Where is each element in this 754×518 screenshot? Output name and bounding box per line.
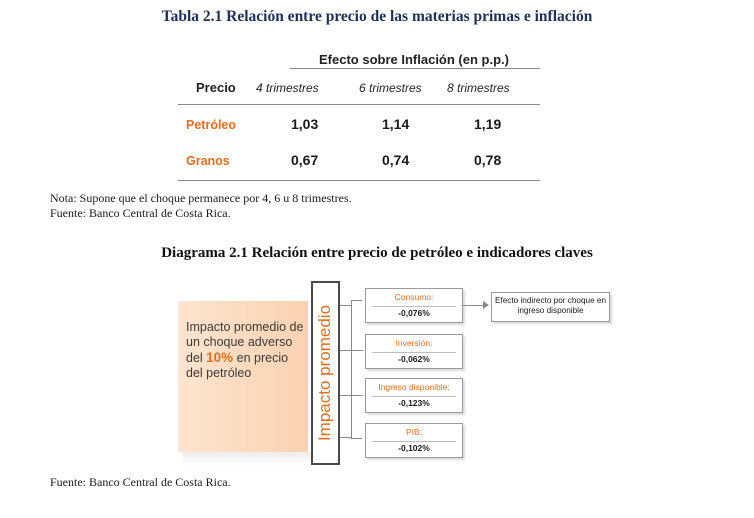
indicator-box-ingreso: Ingreso disponible: -0,123% [365, 378, 463, 413]
inflation-table: Efecto sobre Inflación (en p.p.) Precio … [178, 44, 542, 184]
connector-line [351, 395, 363, 396]
effect-arrow-line [463, 305, 483, 306]
table-group-header: Efecto sobre Inflación (en p.p.) [319, 52, 509, 67]
indicator-value: -0,076% [372, 306, 456, 322]
table-col-8q: 8 trimestres [447, 81, 510, 95]
header-rule [178, 104, 540, 105]
effect-note-box: Efecto indirecto por choque en ingreso d… [491, 292, 610, 322]
indicator-box-consumo: Consumo: -0,076% [365, 288, 463, 323]
table-bottom-rule [178, 180, 540, 181]
diagram-source: Fuente: Banco Central de Costa Rica. [50, 475, 231, 489]
table-cell: 0,67 [291, 152, 319, 168]
table-title: Tabla 2.1 Relación entre precio de las m… [161, 8, 593, 25]
indicator-box-pib: PIB: -0,102% [365, 423, 463, 458]
arrow-right-icon [483, 301, 489, 309]
shock-text-2: en precio del petróleo [186, 351, 289, 380]
shock-percentage: 10% [206, 350, 234, 365]
table-cell: 0,78 [474, 152, 502, 168]
left-box-shadow [183, 452, 313, 466]
table-source: Fuente: Banco Central de Costa Rica. [50, 206, 231, 220]
table-cell: 0,74 [382, 152, 410, 168]
connector-line [340, 305, 352, 306]
indicator-name: PIB: [405, 427, 423, 437]
group-header-rule [290, 68, 540, 69]
table-cell: 1,03 [291, 116, 319, 132]
table-row-header: Precio [196, 80, 236, 95]
connector-line [340, 437, 352, 438]
table-row-label: Granos [186, 154, 230, 168]
indicator-value: -0,102% [372, 441, 456, 457]
connector-line [340, 350, 352, 351]
table-note: Nota: Supone que el choque permanece por… [50, 191, 352, 205]
indicator-value: -0,062% [372, 352, 456, 368]
table-cell: 1,19 [474, 116, 502, 132]
connector-line [351, 350, 363, 351]
table-col-4q: 4 trimestres [256, 81, 319, 95]
connector-bracket [351, 300, 362, 439]
table-col-6q: 6 trimestres [359, 81, 422, 95]
connector-line [340, 395, 352, 396]
diagram-title: Diagrama 2.1 Relación entre precio de pe… [161, 245, 593, 261]
impact-bar [311, 281, 340, 465]
indicator-value: -0,123% [372, 396, 456, 412]
indicator-name: Consumo: [394, 292, 434, 302]
shock-box [178, 301, 308, 452]
indicator-name: Ingreso disponible: [378, 382, 450, 392]
indicator-name: Inversión: [395, 338, 433, 348]
indicator-box-inversion: Inversión: -0,062% [365, 334, 463, 369]
impact-bar-label: Impacto promedio [315, 304, 335, 442]
table-row-label: Petróleo [186, 118, 237, 132]
shock-text-1: Impacto promedio de un choque adverso de… [186, 320, 304, 365]
table-cell: 1,14 [382, 116, 410, 132]
shock-text: Impacto promedio de un choque adverso de… [186, 320, 306, 381]
